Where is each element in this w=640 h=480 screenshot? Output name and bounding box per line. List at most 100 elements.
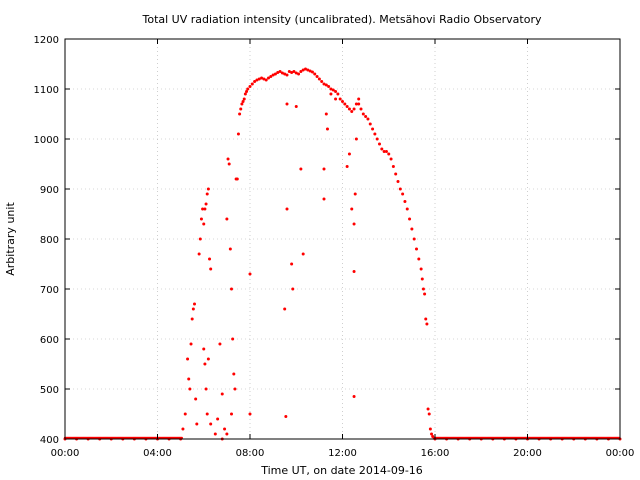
data-point	[206, 187, 210, 191]
data-point	[391, 165, 395, 168]
data-point	[380, 147, 384, 151]
data-point	[329, 92, 333, 96]
data-point	[322, 197, 326, 201]
data-point	[338, 97, 342, 101]
data-point	[240, 102, 244, 106]
data-point	[206, 357, 210, 361]
data-point	[181, 427, 185, 431]
y-tick-label: 600	[40, 335, 59, 346]
data-point	[430, 432, 434, 436]
data-point	[283, 72, 287, 76]
data-point	[283, 307, 287, 311]
data-point	[209, 267, 213, 271]
data-point	[329, 87, 333, 91]
data-point	[253, 80, 257, 83]
data-point	[202, 222, 206, 226]
data-point	[352, 395, 356, 398]
data-point	[205, 192, 209, 196]
data-point	[324, 112, 328, 116]
data-point	[424, 317, 428, 321]
data-point	[359, 107, 363, 111]
data-point	[368, 122, 372, 126]
data-point	[189, 342, 193, 346]
data-point	[297, 72, 301, 76]
data-point	[401, 192, 405, 196]
data-point	[301, 252, 305, 256]
data-point	[231, 337, 235, 341]
data-point	[352, 222, 356, 226]
data-point	[218, 342, 222, 346]
data-point	[354, 137, 358, 141]
y-tick-label: 800	[40, 235, 59, 246]
data-point	[420, 277, 424, 281]
data-point	[273, 72, 277, 76]
data-point	[190, 317, 194, 321]
data-point	[299, 167, 303, 171]
x-tick-label: 20:00	[513, 448, 542, 459]
data-point	[188, 387, 192, 391]
data-point	[203, 207, 207, 211]
data-point	[373, 132, 377, 136]
y-axis: 400 500 600 700 800 900 1000 1100 1200	[34, 35, 620, 446]
data-point	[278, 70, 282, 73]
x-tick-label: 12:00	[328, 448, 357, 459]
data-point	[350, 110, 354, 113]
x-tick-label: 08:00	[236, 448, 265, 459]
data-point	[317, 77, 321, 81]
chart-title: Total UV radiation intensity (uncalibrat…	[142, 13, 542, 26]
data-point	[284, 415, 288, 418]
data-point	[241, 100, 245, 103]
data-point	[230, 287, 233, 291]
data-point	[350, 207, 354, 211]
data-point	[324, 83, 328, 87]
y-tick-label: 900	[40, 185, 59, 196]
data-point	[425, 322, 429, 326]
x-tick-label: 04:00	[143, 448, 172, 459]
data-point	[242, 97, 246, 101]
data-point	[248, 412, 252, 416]
data-point	[423, 292, 427, 296]
data-point	[357, 102, 361, 106]
data-point	[225, 217, 229, 221]
data-point	[264, 78, 268, 82]
data-point	[216, 417, 220, 421]
data-point	[408, 217, 412, 221]
data-point	[208, 257, 212, 261]
data-point	[427, 412, 431, 416]
y-tick-label: 1000	[34, 135, 59, 146]
data-point	[364, 115, 368, 118]
data-point	[213, 432, 217, 436]
data-point	[271, 73, 275, 77]
data-point	[226, 157, 230, 161]
y-tick-label: 500	[40, 385, 59, 396]
data-point	[345, 165, 349, 168]
data-point	[398, 187, 402, 191]
x-axis-label: Time UT, on date 2014-09-16	[260, 464, 423, 477]
data-point	[238, 112, 242, 116]
data-point	[285, 102, 289, 106]
data-point	[248, 272, 252, 276]
data-point	[306, 68, 310, 72]
data-point	[357, 97, 361, 101]
data-point	[243, 92, 247, 96]
data-point	[285, 73, 289, 77]
data-point	[352, 107, 356, 111]
data-point	[366, 117, 370, 121]
data-point	[194, 397, 198, 401]
data-point	[389, 157, 393, 161]
data-point	[410, 227, 414, 231]
data-point	[327, 85, 331, 88]
data-point	[345, 105, 349, 108]
data-point	[378, 142, 381, 146]
x-axis: 00:00 04:00 08:00 12:00 16:00 20:00 00:00	[51, 39, 634, 459]
data-point	[290, 262, 294, 266]
data-point	[260, 76, 264, 80]
data-point	[292, 70, 296, 73]
data-point	[239, 107, 243, 111]
data-point	[193, 302, 196, 306]
data-point	[382, 150, 386, 153]
y-tick-label: 1100	[34, 85, 59, 96]
data-point	[290, 71, 294, 74]
data-point	[294, 71, 298, 75]
